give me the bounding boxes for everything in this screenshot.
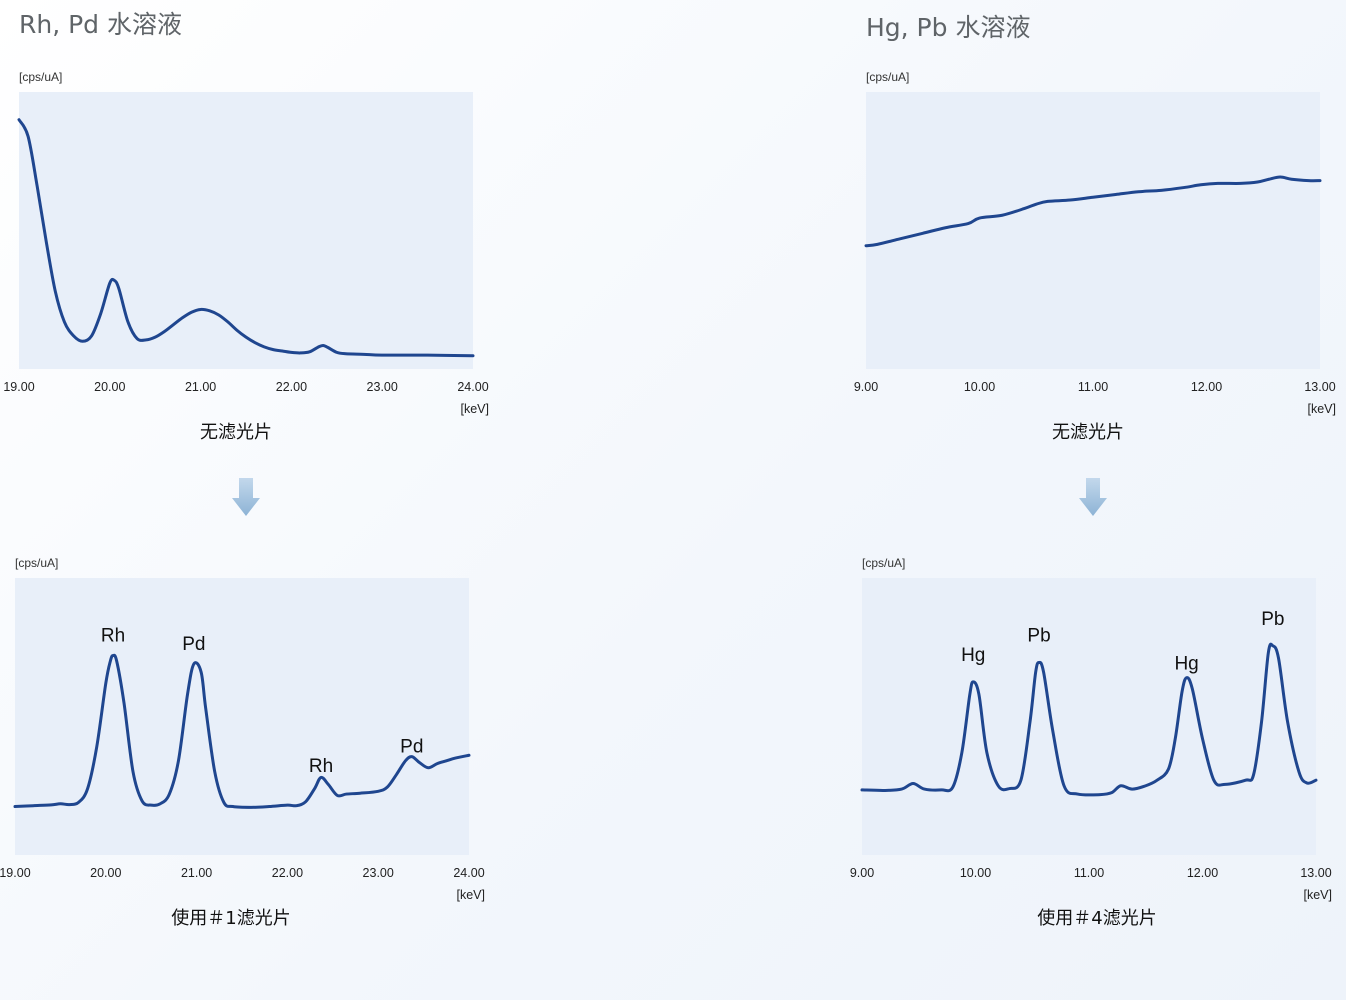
plot-area: [866, 92, 1320, 369]
x-axis-label: [keV]: [1308, 402, 1337, 416]
x-tick-label: 22.00: [272, 866, 303, 880]
x-tick-label: 9.00: [850, 866, 874, 880]
peak-label: Pb: [1027, 626, 1050, 647]
x-tick-label: 24.00: [457, 380, 488, 394]
peak-label: Rh: [309, 756, 333, 777]
x-tick-label: 23.00: [363, 866, 394, 880]
x-tick-label: 11.00: [1074, 866, 1104, 880]
peak-label: Hg: [1174, 653, 1198, 674]
x-tick-label: 19.00: [0, 866, 31, 880]
x-tick-label: 12.00: [1187, 866, 1218, 880]
y-axis-label: [cps/uA]: [19, 70, 62, 84]
y-axis-label: [cps/uA]: [866, 70, 909, 84]
x-tick-label: 12.00: [1191, 380, 1222, 394]
x-tick-label: 13.00: [1300, 866, 1331, 880]
peak-label: Pb: [1261, 609, 1284, 630]
peak-label: Pd: [182, 634, 205, 655]
y-axis-label: [cps/uA]: [862, 556, 905, 570]
chart-hg-pb-unfiltered: [cps/uA] 9.00 10.00 11.00 12.00 13.00 [keV]: [854, 70, 1337, 416]
x-tick-label: 23.00: [367, 380, 398, 394]
x-tick-label: 10.00: [960, 866, 991, 880]
y-axis-label: [cps/uA]: [15, 556, 58, 570]
panel-title-rh-pd: Rh, Pd 水溶液: [19, 10, 183, 39]
x-tick-label: 9.00: [854, 380, 878, 394]
x-tick-label: 20.00: [94, 380, 125, 394]
x-tick-label: 21.00: [185, 380, 216, 394]
chart-rh-pd-filter-1: [cps/uA] 19.00 20.00 21.00 22.00 23.00 24.00 [k…: [0, 556, 486, 902]
x-tick-label: 10.00: [964, 380, 995, 394]
peak-label: Rh: [101, 626, 125, 647]
caption-no-filter-right: 无滤光片: [1052, 422, 1124, 443]
panel-title-hg-pb: Hg, Pb 水溶液: [866, 13, 1031, 42]
caption-filter-1: 使用＃1滤光片: [171, 908, 291, 929]
x-axis-label: [keV]: [457, 888, 486, 902]
spectrum-line: [864, 175, 1322, 248]
chart-rh-pd-unfiltered: [cps/uA] 19.00 20.00 21.00 22.00 23.00 24.00 [k…: [3, 70, 490, 416]
x-tick-label: 11.00: [1078, 380, 1108, 394]
chart-hg-pb-filter-4: [cps/uA] 9.00 10.00 11.00 12.00 13.00 [keV] Hg P…: [850, 556, 1333, 902]
x-axis-label: [keV]: [1304, 888, 1333, 902]
spectrum-line: [17, 118, 475, 358]
plot-area: [862, 578, 1316, 855]
x-tick-label: 13.00: [1304, 380, 1335, 394]
x-tick-label: 21.00: [181, 866, 212, 880]
x-tick-label: 24.00: [453, 866, 484, 880]
down-arrow-icon: [232, 478, 260, 516]
x-tick-label: 19.00: [3, 380, 34, 394]
down-arrow-icon: [1079, 478, 1107, 516]
x-tick-label: 20.00: [90, 866, 121, 880]
spectrum-line: [13, 653, 471, 809]
plot-area: [19, 92, 473, 369]
peak-label: Pd: [400, 737, 423, 758]
caption-no-filter-left: 无滤光片: [200, 422, 272, 443]
spectrum-line: [860, 642, 1318, 797]
plot-area: [15, 578, 469, 855]
x-tick-label: 22.00: [276, 380, 307, 394]
peak-label: Hg: [961, 645, 985, 666]
caption-filter-4: 使用＃4滤光片: [1037, 908, 1157, 929]
x-axis-label: [keV]: [461, 402, 490, 416]
